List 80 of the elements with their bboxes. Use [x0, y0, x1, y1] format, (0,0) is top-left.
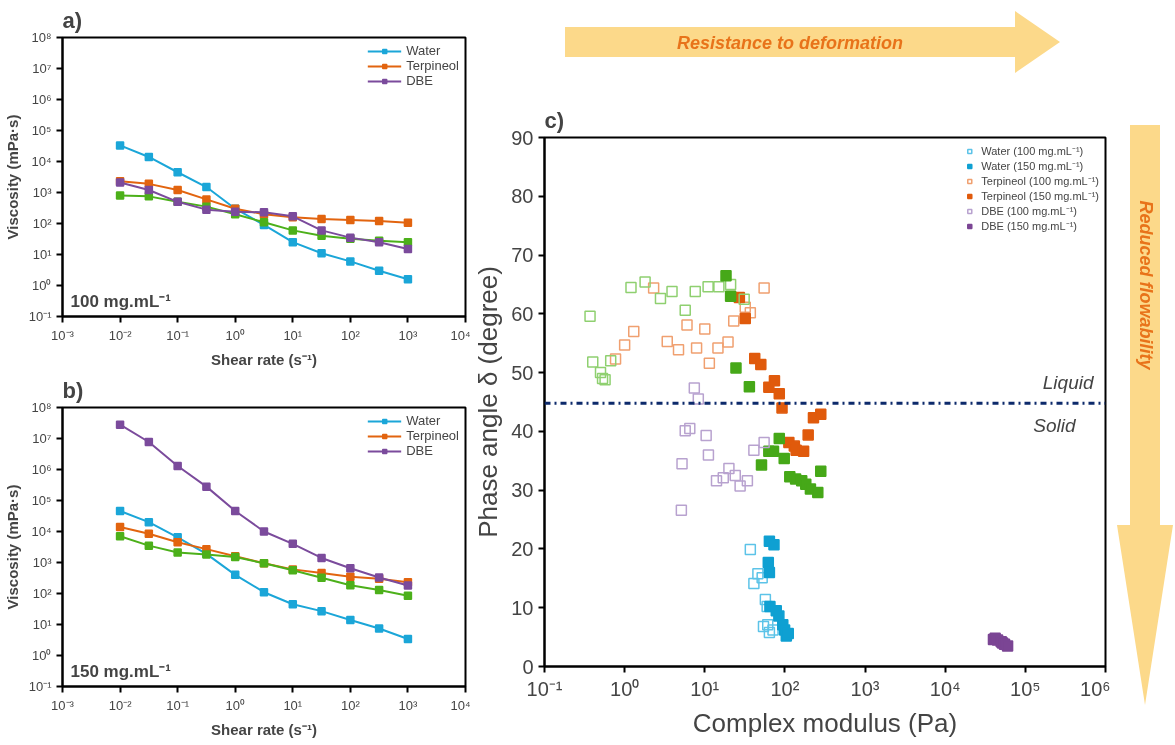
legend-label: Terpineol (100 mg.mL⁻¹)	[981, 174, 1099, 188]
x-tick-label: 10⁻³	[51, 327, 75, 343]
y-axis-title: Viscosity (mPa·s)	[3, 484, 21, 610]
legend-label: Water (150 mg.mL⁻¹)	[981, 159, 1084, 173]
legend-label: Terpineol (150 mg.mL⁻¹)	[981, 189, 1099, 203]
x-tick-label: 10⁻³	[51, 697, 75, 713]
y-tick-label: 0	[522, 655, 534, 678]
x-tick-label: 10²	[770, 677, 800, 700]
y-tick-label: 10⁻¹	[28, 309, 53, 324]
y-tick-label: 20	[511, 537, 534, 560]
x-tick-label: 10⁰	[225, 697, 245, 713]
y-tick-label: 10⁰	[32, 648, 52, 663]
y-tick-label: 10⁵	[31, 493, 52, 508]
annotation: Solid	[1033, 415, 1077, 437]
y-tick-label: 10¹	[32, 247, 53, 262]
legend-label: DBE	[406, 73, 433, 88]
y-tick-label: 90	[511, 126, 534, 149]
y-tick-label: 10⁷	[32, 61, 52, 76]
text: Resistance to deformation	[676, 33, 904, 53]
x-tick-label: 10⁴	[929, 677, 961, 700]
y-tick-label: 10⁶	[31, 92, 52, 107]
x-tick-label: 10⁰	[225, 327, 245, 343]
y-tick-label: 40	[511, 420, 534, 443]
legend-label: DBE (100 mg.mL⁻¹)	[981, 204, 1077, 218]
y-tick-label: 10³	[32, 185, 53, 200]
x-tick-label: 10⁴	[450, 697, 471, 713]
text: Reduced flowability	[1136, 200, 1157, 371]
y-tick-label: 30	[511, 479, 534, 502]
x-axis-title: Complex modulus (Pa)	[692, 707, 958, 738]
x-tick-label: 10³	[398, 697, 418, 713]
x-tick-label: 10⁵	[1010, 677, 1041, 700]
y-tick-label: 80	[511, 185, 534, 208]
x-tick-label: 10⁻¹	[526, 677, 563, 700]
y-tick-label: 10⁷	[32, 431, 52, 446]
y-tick-label: 10⁴	[31, 154, 52, 169]
x-tick-label: 10³	[850, 677, 880, 700]
annotation: 100 mg.mL⁻¹	[70, 291, 172, 311]
x-tick-label: 10¹	[283, 697, 303, 713]
x-tick-label: 10⁻²	[108, 327, 133, 343]
x-tick-label: 10⁰	[610, 677, 640, 700]
legend-label: DBE (150 mg.mL⁻¹)	[981, 219, 1077, 233]
y-axis-title: Phase angle δ (degree)	[473, 266, 504, 538]
x-tick-label: 10³	[398, 327, 418, 343]
chart-title: a)	[62, 7, 83, 33]
legend-label: Terpineol	[406, 428, 459, 443]
y-tick-label: 10⁸	[31, 30, 52, 45]
y-tick-label: 10²	[32, 216, 53, 231]
y-tick-label: 10⁴	[31, 524, 52, 539]
y-tick-label: 70	[511, 244, 534, 267]
x-tick-label: 10¹	[690, 677, 720, 700]
x-tick-label: 10⁻¹	[166, 327, 190, 343]
y-tick-label: 10¹	[32, 617, 53, 632]
y-tick-label: 10³	[32, 555, 53, 570]
y-tick-label: 50	[511, 361, 534, 384]
x-tick-label: 10²	[340, 697, 361, 713]
chart-title: c)	[544, 107, 565, 133]
x-tick-label: 10⁶	[1080, 677, 1111, 700]
legend-label: Terpineol	[406, 58, 459, 73]
legend-label: Water (100 mg.mL⁻¹)	[981, 144, 1084, 158]
annotation: Liquid	[1042, 372, 1095, 394]
x-tick-label: 10⁴	[450, 327, 471, 343]
legend-label: DBE	[406, 443, 433, 458]
x-tick-label: 10⁻²	[108, 697, 133, 713]
x-tick-label: 10²	[340, 327, 361, 343]
y-tick-label: 10⁶	[31, 462, 52, 477]
legend-label: Water	[406, 43, 441, 58]
y-tick-label: 10⁰	[32, 278, 52, 293]
x-tick-label: 10⁻¹	[166, 697, 190, 713]
x-tick-label: 10¹	[283, 327, 303, 343]
y-tick-label: 10⁸	[31, 400, 52, 415]
chart-title: b)	[62, 377, 84, 403]
legend-label: Water	[406, 413, 441, 428]
y-tick-label: 60	[511, 302, 534, 325]
y-tick-label: 10²	[32, 586, 53, 601]
y-tick-label: 10	[511, 596, 534, 619]
x-axis-title: Shear rate (s⁻¹)	[211, 350, 317, 368]
x-axis-title: Shear rate (s⁻¹)	[211, 720, 317, 738]
y-axis-title: Viscosity (mPa·s)	[3, 114, 21, 240]
annotation: 150 mg.mL⁻¹	[70, 661, 172, 681]
y-tick-label: 10⁵	[31, 123, 52, 138]
